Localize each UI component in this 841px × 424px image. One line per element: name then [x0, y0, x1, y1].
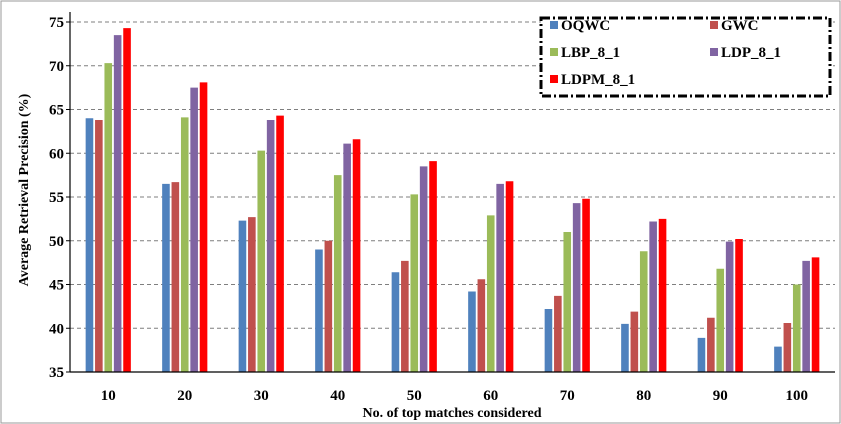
bar-lbp-8-1-90: [716, 268, 725, 372]
legend-label-gwc: GWC: [721, 18, 759, 34]
bar-oqwc-80: [621, 323, 629, 372]
x-tick-label: 90: [713, 388, 728, 404]
x-axis-label: No. of top matches considered: [362, 406, 541, 421]
y-tick-label: 50: [49, 234, 64, 250]
y-axis-label: Average Retrieval Precision (%): [17, 93, 32, 286]
bar-lbp-8-1-80: [639, 251, 648, 372]
bar-oqwc-10: [85, 118, 94, 372]
bar-lbp-8-1-70: [563, 232, 572, 372]
y-tick-label: 70: [49, 59, 64, 75]
bar-ldp-8-1-20: [190, 87, 198, 372]
bar-oqwc-90: [697, 337, 706, 372]
bar-ldpm-8-1-70: [582, 198, 590, 372]
bar-oqwc-100: [774, 346, 782, 372]
bar-ldp-8-1-30: [266, 120, 275, 372]
legend-swatch-ldp-8-1: [710, 48, 718, 56]
bar-lbp-8-1-60: [486, 215, 495, 372]
bar-gwc-20: [171, 182, 180, 372]
bar-ldp-8-1-60: [496, 183, 504, 372]
bar-ldpm-8-1-30: [276, 115, 284, 372]
bar-lbp-8-1-50: [410, 194, 419, 372]
bar-oqwc-40: [315, 249, 323, 372]
legend-label-oqwc: OQWC: [561, 18, 610, 34]
legend-swatch-gwc: [710, 21, 718, 29]
bar-ldp-8-1-50: [419, 166, 428, 372]
bar-gwc-70: [554, 295, 562, 372]
bar-ldp-8-1-40: [343, 143, 351, 372]
bar-ldp-8-1-10: [113, 35, 122, 372]
x-tick-label: 60: [483, 388, 498, 404]
x-tick-label: 20: [177, 388, 192, 404]
bar-oqwc-70: [544, 309, 553, 372]
bar-lbp-8-1-40: [333, 175, 342, 372]
x-tick-labels: 10 20 30 40 50 60 70 80 90 100: [101, 388, 808, 404]
bar-oqwc-50: [391, 272, 400, 372]
legend-swatch-oqwc: [550, 21, 558, 29]
bar-ldpm-8-1-90: [735, 239, 743, 372]
bar-ldpm-8-1-60: [505, 181, 514, 372]
bar-lbp-8-1-30: [257, 150, 266, 372]
x-tick-label: 100: [786, 388, 809, 404]
bar-oqwc-30: [238, 220, 247, 372]
bar-ldp-8-1-100: [802, 260, 810, 372]
x-tick-label: 70: [560, 388, 575, 404]
bar-gwc-90: [707, 317, 715, 372]
bar-gwc-60: [477, 279, 486, 372]
bar-gwc-80: [630, 311, 639, 372]
bar-gwc-30: [248, 217, 256, 372]
y-tick-label: 75: [49, 15, 64, 31]
bar-gwc-50: [401, 260, 409, 372]
bar-lbp-8-1-10: [104, 63, 113, 372]
bar-ldp-8-1-80: [649, 221, 657, 372]
y-tick-label: 35: [49, 365, 64, 381]
bar-gwc-10: [95, 120, 103, 372]
bar-ldpm-8-1-80: [658, 218, 667, 372]
x-tick-label: 80: [636, 388, 651, 404]
legend-label-ldpm-8-1: LDPM_8_1: [561, 72, 635, 88]
bar-gwc-100: [783, 323, 792, 372]
bar-ldpm-8-1-100: [811, 257, 820, 372]
y-tick-label: 45: [49, 278, 64, 294]
legend: OQWC GWC LBP_8_1 LDP_8_1 LDPM_8_1: [539, 16, 832, 98]
x-tick-label: 30: [254, 388, 269, 404]
bars: [85, 28, 820, 372]
bar-ldpm-8-1-20: [199, 82, 208, 372]
y-tick-label: 55: [49, 190, 64, 206]
bar-ldpm-8-1-10: [123, 28, 131, 372]
bar-oqwc-60: [468, 291, 476, 372]
bar-lbp-8-1-100: [792, 284, 801, 372]
legend-swatch-lbp-8-1: [550, 48, 558, 56]
bar-ldpm-8-1-50: [429, 161, 437, 372]
legend-swatch-ldpm-8-1: [550, 75, 558, 83]
bar-lbp-8-1-20: [180, 117, 189, 372]
x-tick-label: 40: [330, 388, 345, 404]
y-tick-labels: 35 40 45 50 55 60 65 70 75: [49, 15, 70, 381]
y-tick-label: 40: [49, 321, 64, 337]
y-tick-label: 60: [49, 146, 64, 162]
bar-oqwc-20: [162, 183, 170, 372]
bar-ldp-8-1-90: [725, 241, 734, 372]
bar-ldp-8-1-70: [572, 203, 581, 372]
legend-box: [539, 16, 832, 98]
bar-gwc-40: [324, 240, 333, 372]
bar-ldpm-8-1-40: [352, 139, 361, 372]
y-tick-label: 65: [49, 103, 64, 119]
axes: [69, 12, 835, 373]
legend-label-ldp-8-1: LDP_8_1: [721, 45, 781, 61]
legend-label-lbp-8-1: LBP_8_1: [561, 45, 620, 61]
x-tick-label: 10: [101, 388, 116, 404]
x-tick-label: 50: [407, 388, 422, 404]
